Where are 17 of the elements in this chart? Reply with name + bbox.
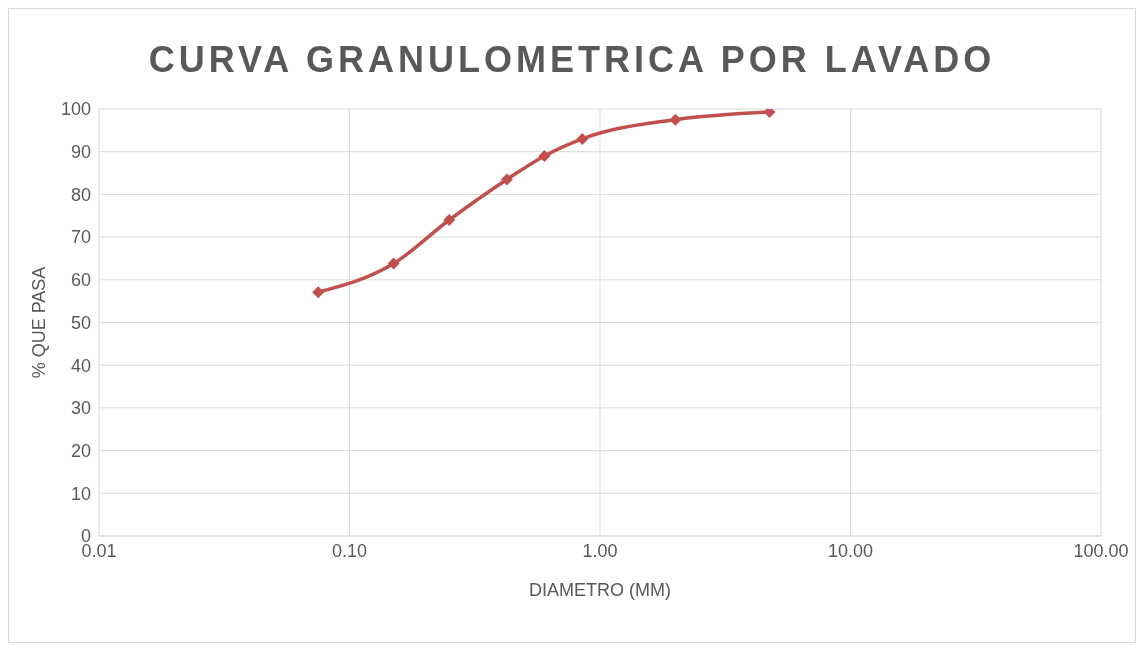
y-axis-title: % QUE PASA: [29, 266, 50, 379]
y-tick-label: 40: [70, 355, 91, 376]
y-tick-label: 100: [60, 99, 91, 120]
y-tick-label: 70: [70, 227, 91, 248]
y-tick-label: 80: [70, 184, 91, 205]
x-tick-label: 100.00: [1073, 540, 1129, 561]
y-tick-label: 30: [70, 398, 91, 419]
chart-title: CURVA GRANULOMETRICA POR LAVADO: [147, 39, 997, 81]
x-axis-title: DIAMETRO (MM): [529, 580, 671, 600]
y-tick-label: 90: [70, 142, 91, 163]
x-tick-label: 1.00: [582, 540, 618, 561]
y-tick-label: 60: [70, 270, 91, 291]
y-tick-label: 50: [70, 312, 91, 333]
y-tick-label: 20: [70, 440, 91, 461]
y-tick-label: 10: [70, 483, 91, 504]
x-tick-label: 0.10: [331, 540, 368, 561]
x-tick-label: 10.00: [827, 540, 874, 561]
